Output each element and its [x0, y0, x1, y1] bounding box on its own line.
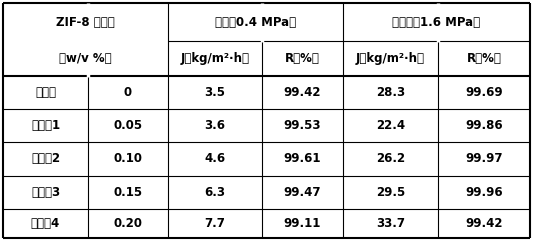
Text: 99.86: 99.86 [465, 119, 503, 132]
Text: 99.53: 99.53 [284, 119, 321, 132]
Text: 3.6: 3.6 [204, 119, 226, 132]
Text: 0.20: 0.20 [114, 217, 143, 230]
Text: 29.5: 29.5 [376, 186, 405, 199]
Text: 99.42: 99.42 [465, 217, 503, 230]
Text: 99.61: 99.61 [284, 153, 321, 166]
Text: 实施例4: 实施例4 [31, 217, 60, 230]
Text: 33.7: 33.7 [376, 217, 405, 230]
Text: 4.6: 4.6 [204, 153, 226, 166]
Text: 7.7: 7.7 [204, 217, 226, 230]
Text: 22.4: 22.4 [376, 119, 405, 132]
Text: （w/v %）: （w/v %） [59, 52, 112, 65]
Text: 实施例2: 实施例2 [31, 153, 60, 166]
Text: 99.11: 99.11 [284, 217, 321, 230]
Text: ZIF-8 添加量: ZIF-8 添加量 [56, 15, 115, 28]
Text: R（%）: R（%） [285, 52, 320, 65]
Text: 6.3: 6.3 [204, 186, 226, 199]
Text: 3.5: 3.5 [204, 86, 226, 99]
Text: 99.47: 99.47 [284, 186, 321, 199]
Text: 26.2: 26.2 [376, 153, 405, 166]
Text: 纳滤（0.4 MPa）: 纳滤（0.4 MPa） [215, 15, 296, 28]
Text: J（kg/m²·h）: J（kg/m²·h） [180, 52, 250, 65]
Text: 0.05: 0.05 [114, 119, 143, 132]
Text: 99.96: 99.96 [465, 186, 503, 199]
Text: 反渗透（1.6 MPa）: 反渗透（1.6 MPa） [393, 15, 481, 28]
Text: 0.15: 0.15 [114, 186, 143, 199]
Text: J（kg/m²·h）: J（kg/m²·h） [356, 52, 425, 65]
Text: 0.10: 0.10 [114, 153, 143, 166]
Text: 99.42: 99.42 [284, 86, 321, 99]
Text: 0: 0 [124, 86, 132, 99]
Text: 实施例1: 实施例1 [31, 119, 60, 132]
Text: 28.3: 28.3 [376, 86, 405, 99]
Text: 99.97: 99.97 [465, 153, 503, 166]
Text: 对比例: 对比例 [35, 86, 56, 99]
Text: 实施例3: 实施例3 [31, 186, 60, 199]
Text: R（%）: R（%） [467, 52, 501, 65]
Text: 99.69: 99.69 [465, 86, 503, 99]
